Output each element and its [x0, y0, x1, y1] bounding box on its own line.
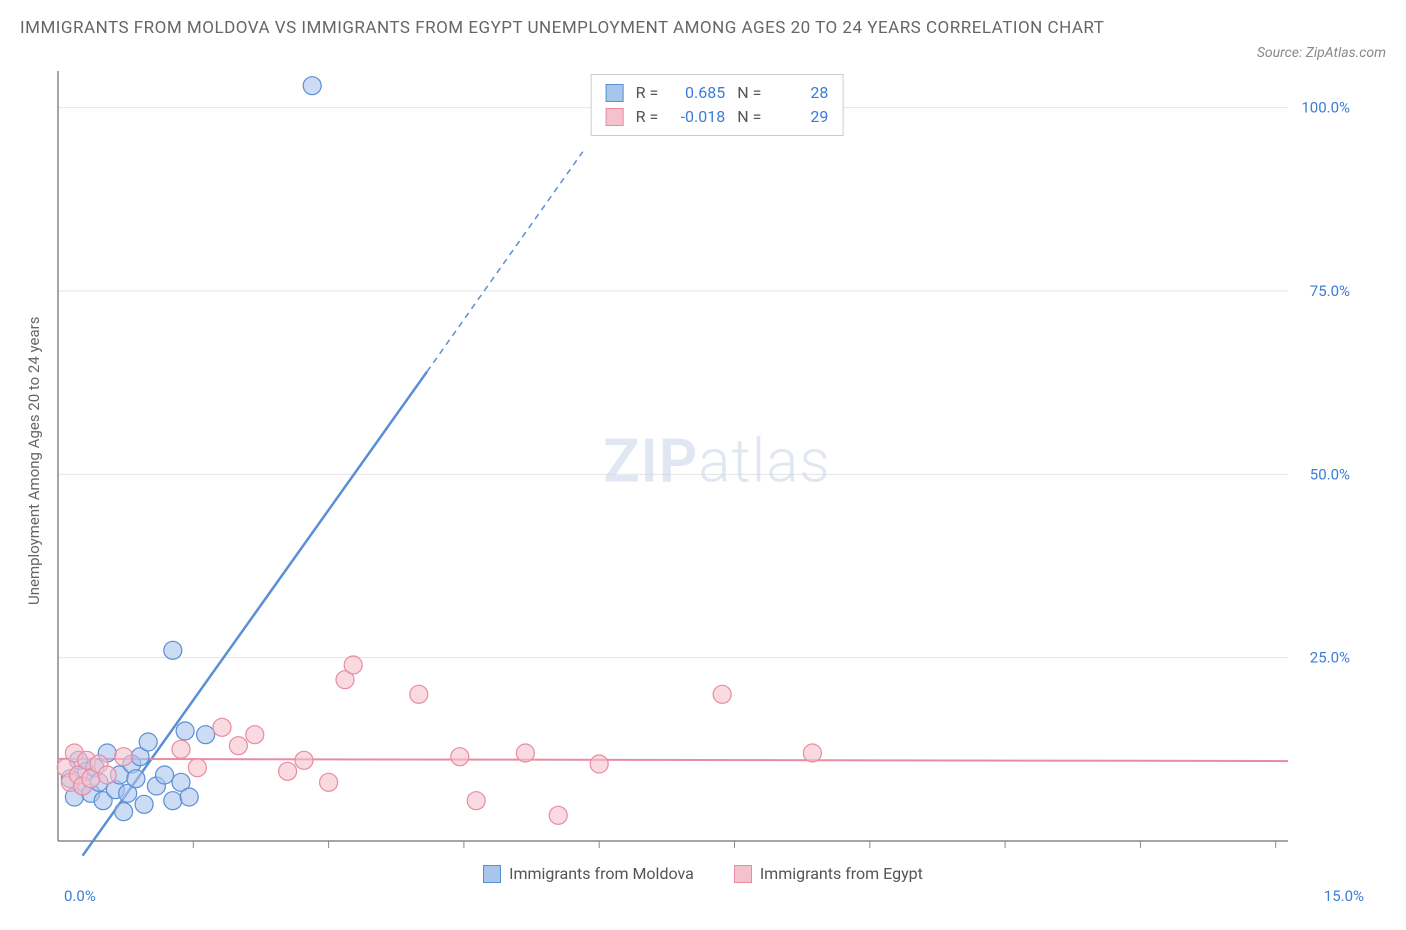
swatch-egypt [606, 108, 624, 126]
stats-box: R = 0.685 N = 28 R = -0.018 N = 29 [591, 74, 844, 136]
chart-wrapper: Unemployment Among Ages 20 to 24 years 2… [20, 66, 1386, 856]
plot-container: 25.0%50.0%75.0%100.0% ZIPatlas R = 0.685… [48, 66, 1386, 856]
legend-item-moldova: Immigrants from Moldova [483, 864, 694, 883]
legend-swatch-moldova [483, 865, 501, 883]
y-axis-label: Unemployment Among Ages 20 to 24 years [20, 66, 48, 856]
legend-item-egypt: Immigrants from Egypt [734, 864, 923, 883]
svg-text:75.0%: 75.0% [1310, 282, 1350, 300]
chart-title: IMMIGRANTS FROM MOLDOVA VS IMMIGRANTS FR… [20, 15, 1104, 42]
source-attribution: Source: ZipAtlas.com [1257, 45, 1386, 61]
svg-text:100.0%: 100.0% [1301, 99, 1350, 117]
swatch-moldova [606, 84, 624, 102]
stats-row-moldova: R = 0.685 N = 28 [606, 81, 829, 105]
svg-text:25.0%: 25.0% [1310, 649, 1350, 667]
scatter-plot-svg: 25.0% 50.0% 75.0% 100.0% [48, 66, 1358, 856]
svg-text:50.0%: 50.0% [1310, 465, 1350, 483]
chart-header: IMMIGRANTS FROM MOLDOVA VS IMMIGRANTS FR… [20, 15, 1386, 61]
bottom-legend: Immigrants from Moldova Immigrants from … [20, 864, 1386, 883]
x-axis-labels: 0.0% 15.0% [54, 887, 1364, 905]
stats-row-egypt: R = -0.018 N = 29 [606, 105, 829, 129]
legend-swatch-egypt [734, 865, 752, 883]
